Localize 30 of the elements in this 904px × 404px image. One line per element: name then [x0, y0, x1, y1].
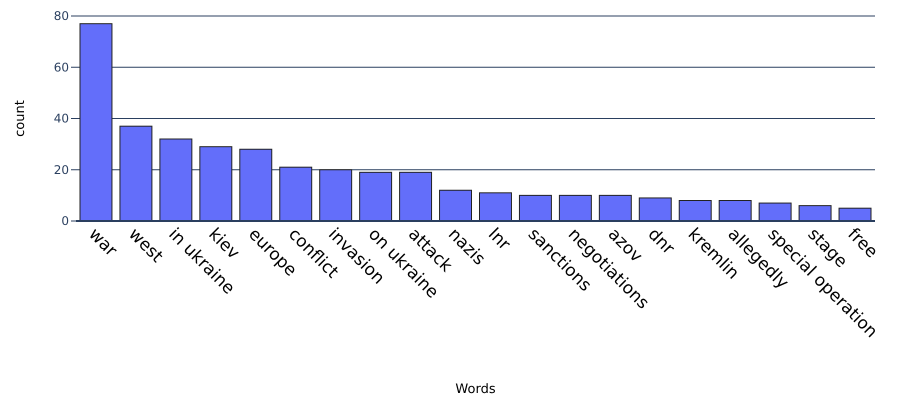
- y-tick-label: 0: [61, 214, 69, 228]
- bar: [79, 23, 112, 222]
- y-tick-label: 80: [54, 9, 69, 24]
- y-tick-label: 40: [54, 112, 69, 126]
- bar: [478, 192, 512, 222]
- bar: [359, 172, 392, 222]
- x-axis-title: Words: [455, 382, 496, 397]
- bar: [598, 194, 632, 222]
- bar: [838, 208, 872, 222]
- bar: [558, 194, 592, 222]
- bar: [199, 146, 232, 222]
- x-tick-label: dnr: [644, 224, 678, 259]
- bar: [319, 169, 352, 222]
- x-tick-label: lnr: [484, 224, 514, 254]
- bar: [798, 205, 832, 222]
- bar: [678, 200, 712, 222]
- x-tick-label: war: [84, 224, 121, 261]
- bar: [399, 172, 432, 222]
- bar: [119, 126, 152, 222]
- bar: [638, 197, 672, 222]
- y-tick-label: 20: [54, 162, 69, 177]
- bar: [758, 202, 792, 222]
- y-tick-label: 60: [54, 60, 69, 74]
- bar: [239, 148, 272, 222]
- bar: [439, 190, 472, 222]
- bar: [718, 200, 752, 222]
- bar: [159, 138, 192, 222]
- y-axis-title: count: [13, 100, 28, 137]
- bar: [279, 166, 312, 222]
- bar: [518, 194, 552, 222]
